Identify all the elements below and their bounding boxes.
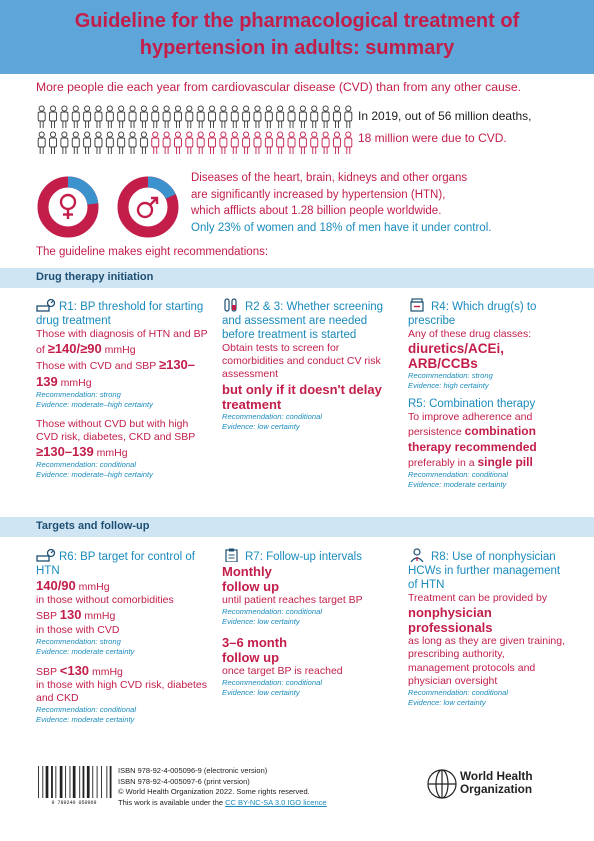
person-icon bbox=[219, 131, 228, 154]
person-icon bbox=[196, 105, 205, 128]
person-icon bbox=[208, 131, 216, 154]
person-icon bbox=[219, 105, 228, 128]
person-icon bbox=[37, 131, 46, 154]
pill-bottle-icon bbox=[410, 298, 424, 312]
person-icon bbox=[71, 105, 80, 128]
men-control-donut bbox=[117, 176, 179, 238]
hypertension-text: Diseases of the heart, brain, kidneys an… bbox=[191, 172, 492, 234]
person-icon bbox=[333, 131, 341, 154]
person-icon bbox=[208, 105, 216, 128]
section-bar-targets: Targets and follow-up bbox=[0, 517, 594, 537]
deaths-total-text: In 2019, out of 56 million deaths, bbox=[358, 109, 532, 123]
bp-cuff-icon bbox=[36, 298, 56, 312]
deaths-cvd-text: 18 million were due to CVD. bbox=[358, 131, 507, 145]
person-icon bbox=[185, 105, 194, 128]
person-icon bbox=[287, 131, 296, 154]
health-worker-icon bbox=[410, 548, 424, 562]
licence-link[interactable]: CC BY-NC-SA 3.0 IGO licence bbox=[225, 797, 327, 807]
who-logo bbox=[427, 769, 457, 799]
person-icon bbox=[128, 105, 137, 128]
header-banner: Guideline for the pharmacological treatm… bbox=[0, 0, 594, 74]
person-icon bbox=[174, 105, 182, 128]
r5-title: R5: Combination therapy bbox=[408, 398, 536, 411]
person-icon bbox=[162, 131, 171, 154]
recommendation-r2-r3: R2 & 3: Whether screening and assessment… bbox=[222, 298, 394, 432]
person-icon bbox=[310, 131, 319, 154]
person-icon bbox=[287, 105, 296, 128]
person-icon bbox=[174, 131, 182, 154]
female-symbol-icon bbox=[59, 193, 77, 219]
section-bar-drug-therapy: Drug therapy initiation bbox=[0, 268, 594, 288]
person-icon bbox=[242, 105, 251, 128]
person-icon bbox=[276, 105, 285, 128]
recommendation-r4-r5: R4: Which drug(s) to prescribe Any of th… bbox=[408, 298, 568, 490]
person-icon bbox=[321, 105, 330, 128]
r1-title: R1: BP threshold for starting drug treat… bbox=[36, 298, 212, 328]
person-icon bbox=[49, 131, 57, 154]
recommendations-intro: The guideline makes eight recommendation… bbox=[36, 246, 269, 258]
person-icon bbox=[105, 131, 114, 154]
person-icon bbox=[196, 131, 205, 154]
person-icon bbox=[139, 105, 148, 128]
person-icon bbox=[310, 105, 319, 128]
person-icon bbox=[298, 105, 307, 128]
recommendation-r8: R8: Use of nonphysician HCWs in further … bbox=[408, 548, 568, 708]
male-symbol-icon bbox=[136, 196, 159, 219]
person-icon bbox=[264, 131, 273, 154]
person-icon bbox=[151, 105, 160, 128]
person-icon bbox=[185, 131, 194, 154]
person-icon bbox=[333, 105, 341, 128]
women-control-donut bbox=[37, 176, 99, 238]
footer-info: ISBN 978-92-4-005096-9 (electronic versi… bbox=[118, 766, 327, 807]
intro-text: More people die each year from cardiovas… bbox=[36, 80, 522, 94]
person-icon bbox=[253, 105, 262, 128]
clipboard-icon bbox=[225, 548, 238, 562]
page-title: Guideline for the pharmacological treatm… bbox=[74, 10, 520, 59]
bp-cuff-icon bbox=[36, 548, 56, 562]
person-icon bbox=[60, 131, 69, 154]
person-icon bbox=[83, 105, 92, 128]
person-icon bbox=[276, 131, 285, 154]
person-icon bbox=[94, 131, 103, 154]
isbn-barcode: 9 789240 050969 bbox=[38, 766, 112, 806]
person-icon bbox=[242, 131, 251, 154]
person-icon bbox=[37, 105, 46, 128]
person-icon bbox=[117, 131, 126, 154]
person-icon bbox=[162, 105, 171, 128]
person-icon bbox=[94, 105, 103, 128]
recommendation-r1: R1: BP threshold for starting drug treat… bbox=[36, 298, 212, 480]
person-icon bbox=[298, 131, 307, 154]
person-icon bbox=[60, 105, 69, 128]
test-tubes-icon bbox=[224, 298, 237, 312]
person-icon bbox=[230, 131, 239, 154]
recommendation-r7: R7: Follow-up intervals Monthly follow u… bbox=[222, 548, 394, 698]
person-icon bbox=[230, 105, 239, 128]
person-icon bbox=[71, 131, 80, 154]
people-pictogram bbox=[37, 105, 353, 154]
barcode-number: 9 789240 050969 bbox=[51, 800, 96, 806]
person-icon bbox=[264, 105, 273, 128]
recommendation-r6: R6: BP target for control of HTN 140/90 … bbox=[36, 548, 212, 725]
who-emblem-icon bbox=[427, 769, 457, 799]
people-icon-grid bbox=[36, 105, 354, 157]
person-icon bbox=[105, 105, 114, 128]
person-icon bbox=[117, 105, 126, 128]
person-icon bbox=[49, 105, 57, 128]
who-wordmark: World Health Organization bbox=[460, 769, 533, 796]
person-icon bbox=[128, 131, 137, 154]
person-icon bbox=[344, 131, 353, 154]
person-icon bbox=[344, 105, 353, 128]
person-icon bbox=[253, 131, 262, 154]
person-icon bbox=[321, 131, 330, 154]
person-icon bbox=[151, 131, 160, 154]
person-icon bbox=[83, 131, 92, 154]
person-icon bbox=[139, 131, 148, 154]
